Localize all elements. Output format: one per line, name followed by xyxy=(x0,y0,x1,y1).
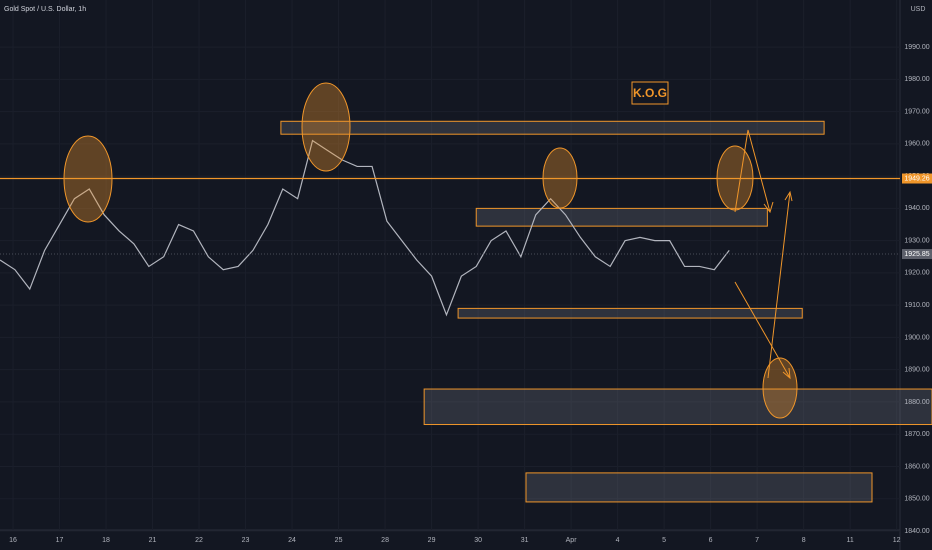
y-tick-label: 1920.00 xyxy=(904,270,929,277)
zone xyxy=(525,472,873,503)
y-tick-label: 1840.00 xyxy=(904,528,929,535)
chart-title: Gold Spot / U.S. Dollar, 1h xyxy=(4,6,86,13)
arrows xyxy=(734,129,793,380)
currency: USD xyxy=(911,6,926,13)
x-tick-label: 22 xyxy=(195,537,203,544)
arrow-head xyxy=(763,201,774,214)
x-tick-label: 7 xyxy=(755,537,759,544)
y-tick-label: 1930.00 xyxy=(904,237,929,244)
annotation: K.O.G xyxy=(633,86,667,100)
x-tick-label: 11 xyxy=(847,537,854,544)
y-tick-label: 1890.00 xyxy=(904,367,929,374)
x-tick-label: Apr xyxy=(566,537,578,544)
zone xyxy=(423,388,932,426)
y-tick-label: 1850.00 xyxy=(904,496,929,503)
y-tick-label: 1940.00 xyxy=(904,205,929,212)
x-tick-label: 28 xyxy=(381,537,389,544)
price-tag xyxy=(902,173,932,184)
arrow xyxy=(734,281,791,379)
x-tick-label: 21 xyxy=(149,537,157,544)
x-tick-label: 31 xyxy=(521,537,529,544)
arrow-head xyxy=(784,190,793,202)
x-tick-label: 25 xyxy=(335,537,343,544)
x-tick-label: 18 xyxy=(102,537,110,544)
arrow-head xyxy=(782,367,791,380)
y-tick-label: 1990.00 xyxy=(904,44,929,51)
price-line xyxy=(0,139,730,317)
price-tag-label: 1925.85 xyxy=(904,251,929,258)
zone xyxy=(475,207,768,227)
y-tick-label: 1870.00 xyxy=(904,431,929,438)
y-tick-label: 1910.00 xyxy=(904,302,929,309)
zone xyxy=(457,307,803,319)
x-tick-label: 23 xyxy=(242,537,250,544)
arrow xyxy=(734,129,771,213)
x-tick-label: 16 xyxy=(9,537,17,544)
x-tick-label: 6 xyxy=(709,537,713,544)
y-tick-label: 1860.00 xyxy=(904,463,929,470)
circle xyxy=(762,357,798,419)
price-tag xyxy=(902,249,932,260)
y-tick-label: 1900.00 xyxy=(904,334,929,341)
x-tick-label: 12 xyxy=(893,537,901,544)
x-tick-label: 17 xyxy=(56,537,64,544)
x-tick-label: 29 xyxy=(428,537,436,544)
x-tick-label: 5 xyxy=(662,537,666,544)
price-tag-label: 1949.26 xyxy=(904,175,929,182)
y-tick-label: 1980.00 xyxy=(904,76,929,83)
x-tick-label: 4 xyxy=(616,537,620,544)
x-tick-label: 30 xyxy=(474,537,482,544)
circle xyxy=(301,82,351,172)
x-tick-label: 24 xyxy=(288,537,296,544)
zone xyxy=(280,120,825,135)
x-tick-label: 8 xyxy=(802,537,806,544)
y-tick-label: 1960.00 xyxy=(904,141,929,148)
annotation-box xyxy=(631,81,669,105)
arrow xyxy=(767,191,791,379)
y-tick-label: 1880.00 xyxy=(904,399,929,406)
y-tick-label: 1970.00 xyxy=(904,108,929,115)
